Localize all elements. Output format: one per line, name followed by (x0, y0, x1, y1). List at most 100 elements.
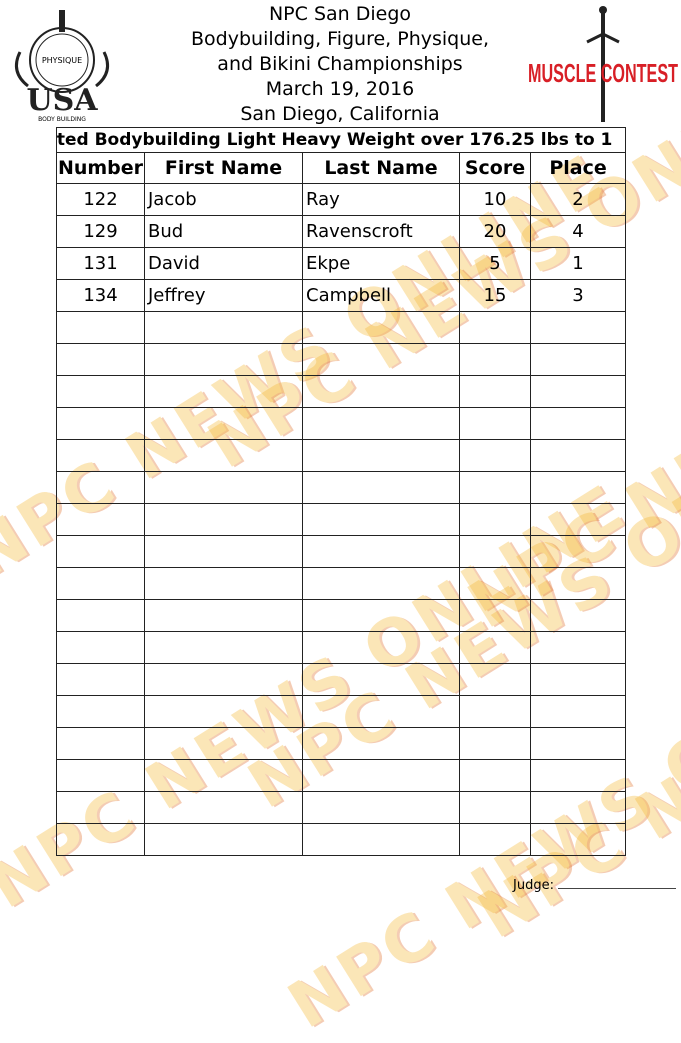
cell-first (144, 311, 303, 344)
cell-number (56, 535, 145, 568)
table-row (56, 439, 627, 472)
cell-score (459, 503, 531, 536)
judge-signature: Judge: (513, 878, 676, 893)
cell-last: Campbell (302, 279, 460, 312)
cell-place (529, 471, 627, 504)
cell-score (459, 343, 531, 376)
cell-first (144, 727, 303, 760)
event-header: NPC San Diego Bodybuilding, Figure, Phys… (150, 2, 530, 127)
cell-place (529, 727, 627, 760)
cell-score (459, 471, 531, 504)
cell-number (56, 631, 145, 664)
cell-place (529, 695, 627, 728)
class-title-row: ited Bodybuilding Light Heavy Weight ove… (55, 127, 627, 153)
cell-number: 122 (56, 183, 145, 216)
cell-place (529, 599, 627, 632)
cell-last (302, 823, 460, 856)
cell-last (302, 471, 460, 504)
table-row (56, 631, 627, 664)
cell-number (56, 311, 145, 344)
cell-place (529, 823, 627, 856)
cell-first (144, 471, 303, 504)
table-row: 122 Jacob Ray 10 2 (56, 183, 627, 216)
npc-usa-logo: PHYSIQUE USA BODY BUILDING (14, 10, 110, 122)
cell-place: 4 (529, 215, 627, 248)
results-table: ited Bodybuilding Light Heavy Weight ove… (55, 127, 627, 856)
cell-place: 1 (529, 247, 627, 280)
cell-last: Ekpe (302, 247, 460, 280)
table-row (56, 375, 627, 408)
cell-last (302, 343, 460, 376)
cell-number: 134 (56, 279, 145, 312)
cell-last (302, 503, 460, 536)
table-row (56, 503, 627, 536)
cell-place: 2 (529, 183, 627, 216)
cell-score (459, 759, 531, 792)
cell-number (56, 727, 145, 760)
cell-first (144, 791, 303, 824)
svg-text:BODY BUILDING: BODY BUILDING (38, 116, 86, 122)
cell-place (529, 439, 627, 472)
cell-place (529, 759, 627, 792)
svg-text:MUSCLE CONTEST: MUSCLE CONTEST (528, 58, 678, 88)
cell-place (529, 407, 627, 440)
svg-text:PHYSIQUE: PHYSIQUE (42, 56, 82, 65)
cell-number (56, 439, 145, 472)
cell-first (144, 823, 303, 856)
cell-first (144, 663, 303, 696)
table-row (56, 759, 627, 792)
cell-first (144, 439, 303, 472)
table-row: 131 David Ekpe 5 1 (56, 247, 627, 280)
table-row (56, 471, 627, 504)
muscle-contest-logo: MUSCLE CONTEST (528, 6, 678, 122)
cell-place (529, 503, 627, 536)
cell-place (529, 631, 627, 664)
cell-last (302, 727, 460, 760)
table-row (56, 599, 627, 632)
class-title: ited Bodybuilding Light Heavy Weight ove… (56, 130, 613, 150)
cell-score (459, 311, 531, 344)
cell-last (302, 759, 460, 792)
col-first-name: First Name (144, 152, 303, 184)
event-date: March 19, 2016 (265, 78, 415, 100)
table-row (56, 535, 627, 568)
cell-score: 20 (459, 215, 531, 248)
cell-score: 10 (459, 183, 531, 216)
col-place: Place (529, 152, 627, 184)
cell-number: 131 (56, 247, 145, 280)
cell-place (529, 663, 627, 696)
cell-place (529, 791, 627, 824)
cell-place (529, 311, 627, 344)
cell-first (144, 567, 303, 600)
cell-number (56, 407, 145, 440)
cell-number (56, 503, 145, 536)
table-row (56, 695, 627, 728)
col-score: Score (459, 152, 531, 184)
cell-score (459, 727, 531, 760)
cell-last (302, 311, 460, 344)
cell-last (302, 535, 460, 568)
cell-number (56, 791, 145, 824)
table-row (56, 727, 627, 760)
cell-place: 3 (529, 279, 627, 312)
cell-first (144, 599, 303, 632)
cell-first (144, 407, 303, 440)
cell-number (56, 759, 145, 792)
cell-last: Ravenscroft (302, 215, 460, 248)
judge-label: Judge: (513, 878, 554, 893)
cell-first (144, 759, 303, 792)
cell-score (459, 631, 531, 664)
cell-first: Bud (144, 215, 303, 248)
cell-number (56, 343, 145, 376)
svg-text:USA: USA (26, 83, 98, 118)
cell-first (144, 375, 303, 408)
table-row (56, 663, 627, 696)
cell-number (56, 471, 145, 504)
event-location: San Diego, California (240, 103, 440, 125)
table-row: 134 Jeffrey Campbell 15 3 (56, 279, 627, 312)
cell-number (56, 663, 145, 696)
cell-last (302, 631, 460, 664)
cell-first: David (144, 247, 303, 280)
table-row (56, 791, 627, 824)
event-title-line2: and Bikini Championships (217, 53, 463, 75)
